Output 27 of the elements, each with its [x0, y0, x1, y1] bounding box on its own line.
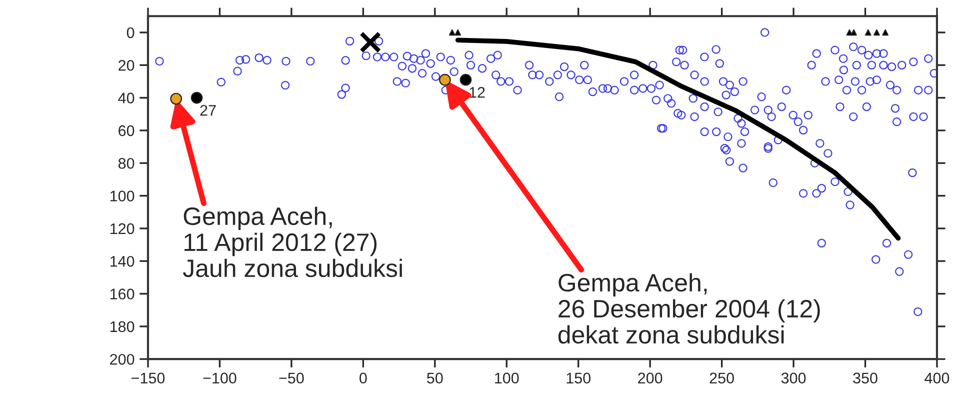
y-tick-label: 80	[118, 158, 134, 169]
y-tick-label: 0	[126, 27, 134, 38]
y-tick-label: 60	[118, 125, 134, 136]
x-tick-label: 100	[495, 372, 519, 384]
x-tick-label: −150	[132, 372, 165, 384]
y-tick-label: 140	[110, 256, 134, 267]
x-tick-label: 400	[924, 372, 950, 384]
annotation: Gempa Aceh, 11 April 2012 (27) Jauh zona subduksi	[182, 206, 402, 278]
annotation: 12	[470, 86, 485, 98]
x-tick-label: −100	[203, 372, 236, 384]
y-tick-label: 180	[110, 321, 134, 332]
y-tick-label: 100	[110, 190, 134, 202]
x-tick-label: 50	[427, 372, 443, 384]
y-tick-label: 160	[110, 288, 134, 300]
x-tick-label: −50	[279, 372, 304, 384]
x-tick-label: 150	[566, 372, 590, 384]
x-tick-label: 200	[638, 372, 662, 384]
x-tick-label: 350	[853, 372, 878, 384]
x-tick-label: 250	[710, 372, 734, 384]
y-tick-label: 120	[110, 223, 134, 234]
annotation: 27	[200, 104, 216, 116]
x-tick-label: 0	[360, 372, 367, 384]
y-tick-label: 40	[118, 92, 134, 104]
x-tick-label: 300	[781, 372, 806, 384]
y-tick-label: 20	[118, 60, 134, 71]
annotation: Gempa Aceh, 26 Desember 2004 (12) dekat zona subduksi	[558, 273, 820, 344]
y-tick-label: 200	[110, 354, 134, 365]
